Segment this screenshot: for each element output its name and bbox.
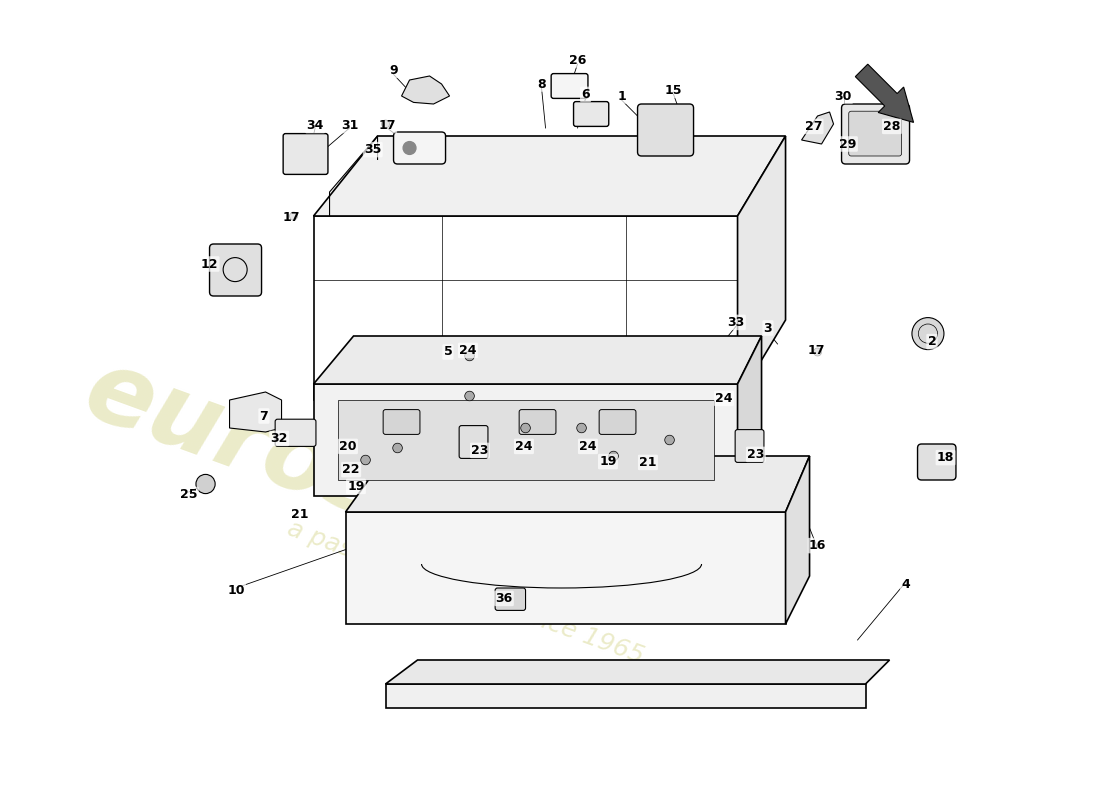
Text: 17: 17: [378, 119, 396, 132]
Polygon shape: [314, 136, 785, 216]
Text: 3: 3: [763, 322, 772, 334]
Circle shape: [464, 351, 474, 361]
Text: 6: 6: [581, 88, 590, 101]
Text: 23: 23: [747, 448, 764, 461]
Text: 8: 8: [537, 78, 546, 90]
Text: 22: 22: [342, 463, 360, 476]
Text: 2: 2: [927, 335, 936, 348]
FancyBboxPatch shape: [495, 588, 526, 610]
Text: 16: 16: [808, 539, 826, 552]
Text: 24: 24: [580, 440, 596, 453]
Text: 7: 7: [260, 410, 268, 422]
FancyBboxPatch shape: [383, 410, 420, 434]
Circle shape: [382, 120, 389, 128]
Circle shape: [289, 212, 297, 220]
FancyBboxPatch shape: [573, 102, 608, 126]
Text: 12: 12: [201, 258, 218, 270]
FancyBboxPatch shape: [283, 134, 328, 174]
Text: 35: 35: [364, 143, 382, 156]
Circle shape: [393, 443, 403, 453]
Text: 21: 21: [639, 456, 657, 469]
Circle shape: [608, 451, 618, 461]
Text: 5: 5: [443, 346, 452, 358]
Polygon shape: [314, 336, 761, 384]
Text: 32: 32: [271, 432, 288, 445]
Circle shape: [196, 474, 216, 494]
Polygon shape: [385, 660, 890, 684]
Text: 23: 23: [471, 444, 488, 457]
FancyBboxPatch shape: [275, 419, 316, 446]
Circle shape: [664, 435, 674, 445]
Polygon shape: [785, 456, 810, 624]
Text: 9: 9: [389, 64, 398, 77]
Text: 34: 34: [307, 119, 323, 132]
Text: 36: 36: [495, 592, 513, 605]
FancyBboxPatch shape: [519, 410, 556, 434]
Text: 25: 25: [180, 488, 198, 501]
Text: 4: 4: [901, 578, 910, 590]
FancyBboxPatch shape: [459, 426, 488, 458]
Text: a passion for parts since 1965: a passion for parts since 1965: [284, 516, 647, 668]
Polygon shape: [338, 400, 714, 480]
Polygon shape: [385, 684, 866, 708]
Text: 17: 17: [283, 211, 300, 224]
Text: 21: 21: [292, 508, 309, 521]
Circle shape: [464, 391, 474, 401]
Polygon shape: [802, 112, 834, 144]
Text: 27: 27: [805, 120, 823, 133]
Text: 31: 31: [341, 119, 359, 132]
FancyBboxPatch shape: [600, 410, 636, 434]
Text: 28: 28: [883, 120, 901, 133]
Text: 17: 17: [807, 344, 825, 357]
Circle shape: [814, 348, 822, 356]
Polygon shape: [737, 336, 761, 496]
FancyBboxPatch shape: [209, 244, 262, 296]
Text: 20: 20: [339, 440, 356, 453]
Circle shape: [361, 455, 371, 465]
Polygon shape: [737, 136, 785, 400]
Text: 19: 19: [348, 480, 364, 493]
FancyBboxPatch shape: [638, 104, 693, 156]
Text: 19: 19: [600, 455, 617, 468]
Circle shape: [520, 423, 530, 433]
FancyBboxPatch shape: [842, 104, 910, 164]
Circle shape: [912, 318, 944, 350]
Text: 24: 24: [515, 440, 532, 453]
FancyArrow shape: [856, 64, 913, 122]
Text: 10: 10: [228, 584, 244, 597]
Circle shape: [403, 142, 416, 154]
FancyBboxPatch shape: [394, 132, 446, 164]
Text: 1: 1: [617, 90, 626, 102]
Text: 24: 24: [459, 344, 476, 357]
Polygon shape: [230, 392, 282, 432]
FancyBboxPatch shape: [917, 444, 956, 480]
Polygon shape: [345, 456, 810, 512]
Text: 30: 30: [835, 90, 851, 102]
Text: 15: 15: [664, 84, 682, 97]
Polygon shape: [314, 384, 737, 496]
Text: eurospares: eurospares: [72, 342, 700, 650]
FancyBboxPatch shape: [849, 111, 902, 156]
Text: 18: 18: [937, 451, 954, 464]
Text: 29: 29: [839, 138, 857, 150]
Polygon shape: [402, 76, 450, 104]
Text: 26: 26: [569, 54, 586, 66]
Circle shape: [576, 423, 586, 433]
FancyBboxPatch shape: [551, 74, 587, 98]
Text: 33: 33: [727, 316, 745, 329]
FancyBboxPatch shape: [735, 430, 763, 462]
Polygon shape: [345, 512, 785, 624]
Text: 24: 24: [715, 392, 733, 405]
